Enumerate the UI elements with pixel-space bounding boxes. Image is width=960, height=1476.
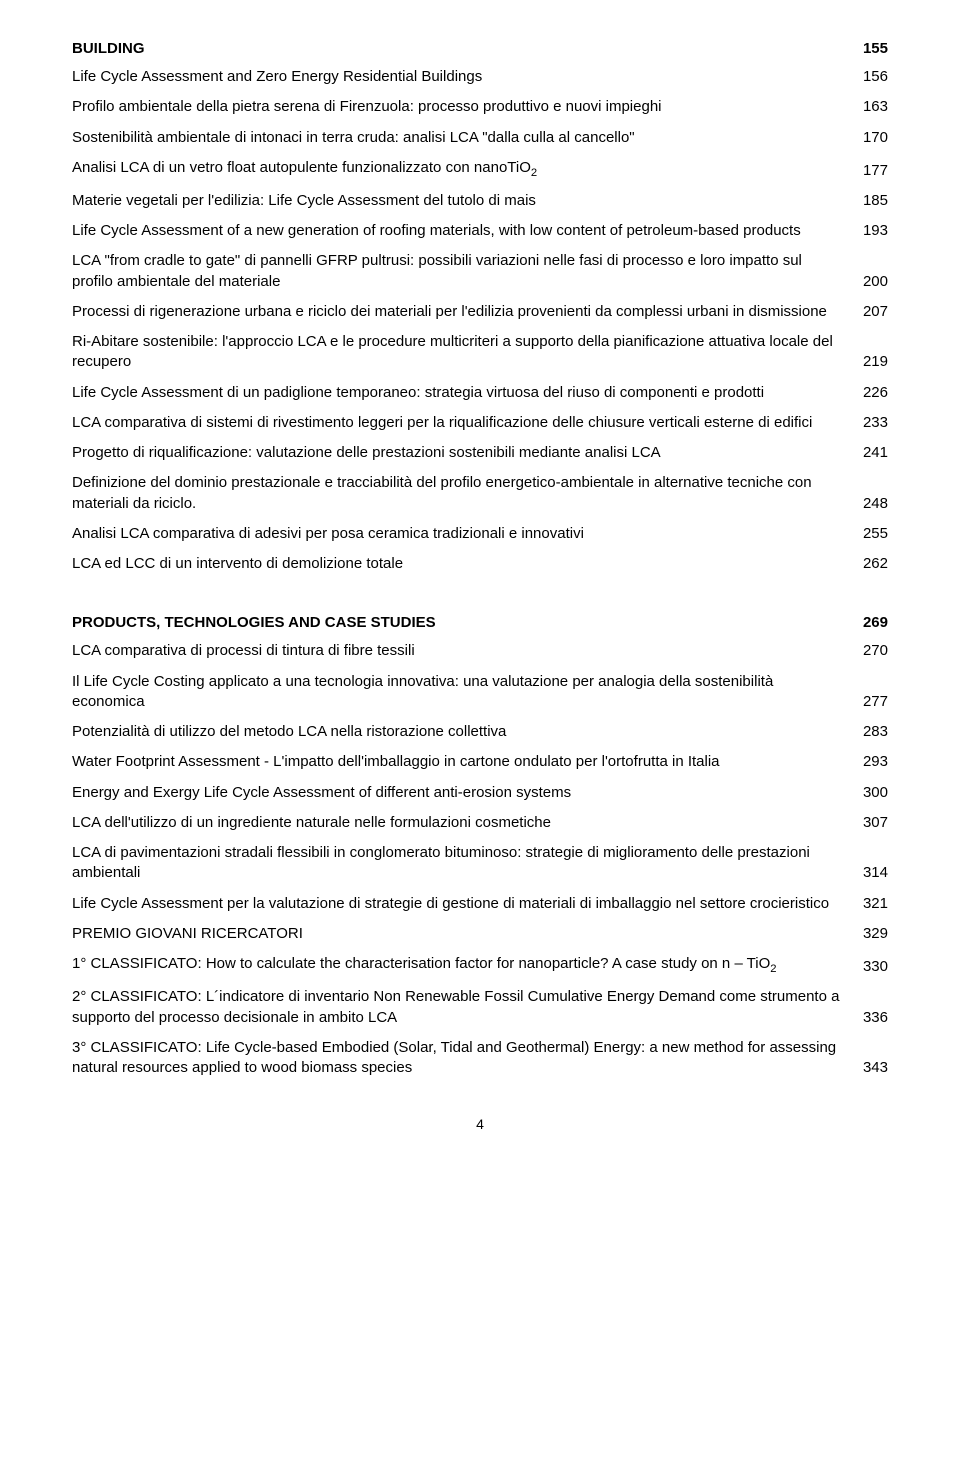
toc-entry-text: Life Cycle Assessment and Zero Energy Re… <box>72 67 863 87</box>
toc-entry-page: 307 <box>863 813 888 833</box>
toc-entry: LCA di pavimentazioni stradali flessibil… <box>72 843 888 884</box>
toc-entry-text: Analisi LCA comparativa di adesivi per p… <box>72 524 863 544</box>
toc-entry-text: Definizione del dominio prestazionale e … <box>72 473 863 514</box>
toc-entry: Energy and Exergy Life Cycle Assessment … <box>72 783 888 803</box>
toc-entry: Analisi LCA di un vetro float autopulent… <box>72 158 888 181</box>
toc-entry-page: 233 <box>863 413 888 433</box>
toc-entry: Water Footprint Assessment - L'impatto d… <box>72 752 888 772</box>
toc-entry: Ri-Abitare sostenibile: l'approccio LCA … <box>72 332 888 373</box>
toc-entry-page: 200 <box>863 272 888 292</box>
section-heading-label: BUILDING <box>72 40 145 57</box>
toc-entry: LCA "from cradle to gate" di pannelli GF… <box>72 251 888 292</box>
section-heading-page: 155 <box>863 40 888 57</box>
toc-entry-page: 283 <box>863 722 888 742</box>
toc-entry: LCA comparativa di sistemi di rivestimen… <box>72 413 888 433</box>
section-heading-page: 269 <box>863 614 888 631</box>
toc-entry-page: 314 <box>863 863 888 883</box>
toc-entry: Il Life Cycle Costing applicato a una te… <box>72 672 888 713</box>
section-heading-label: PRODUCTS, TECHNOLOGIES AND CASE STUDIES <box>72 614 436 631</box>
page-number: 4 <box>72 1116 888 1132</box>
toc-entry-page: 321 <box>863 894 888 914</box>
toc-entry: Profilo ambientale della pietra serena d… <box>72 97 888 117</box>
toc-entry-page: 248 <box>863 494 888 514</box>
toc-entry-text: Analisi LCA di un vetro float autopulent… <box>72 158 863 181</box>
toc-entry: Life Cycle Assessment di un padiglione t… <box>72 383 888 403</box>
toc-entry-text: 3° CLASSIFICATO: Life Cycle-based Embodi… <box>72 1038 863 1079</box>
toc-entry-page: 329 <box>863 924 888 944</box>
toc-entry: Potenzialità di utilizzo del metodo LCA … <box>72 722 888 742</box>
toc-entry: Definizione del dominio prestazionale e … <box>72 473 888 514</box>
toc-entry: Life Cycle Assessment of a new generatio… <box>72 221 888 241</box>
toc-entry-text: Potenzialità di utilizzo del metodo LCA … <box>72 722 863 742</box>
toc-entry-text: 1° CLASSIFICATO: How to calculate the ch… <box>72 954 863 977</box>
toc-entry-text: Ri-Abitare sostenibile: l'approccio LCA … <box>72 332 863 373</box>
toc-entry-page: 343 <box>863 1058 888 1078</box>
toc-entry-text: Profilo ambientale della pietra serena d… <box>72 97 863 117</box>
toc-entry-text: LCA "from cradle to gate" di pannelli GF… <box>72 251 863 292</box>
toc-entry-text: 2° CLASSIFICATO: L´indicatore di inventa… <box>72 987 863 1028</box>
toc-entry-page: 207 <box>863 302 888 322</box>
toc-entry-text: LCA comparativa di processi di tintura d… <box>72 641 863 661</box>
toc-entry-page: 185 <box>863 191 888 211</box>
toc-entry-page: 262 <box>863 554 888 574</box>
toc-entry-text: Life Cycle Assessment per la valutazione… <box>72 894 863 914</box>
toc-entry: Materie vegetali per l'edilizia: Life Cy… <box>72 191 888 211</box>
toc-entry: LCA ed LCC di un intervento di demolizio… <box>72 554 888 574</box>
toc-entry: 3° CLASSIFICATO: Life Cycle-based Embodi… <box>72 1038 888 1079</box>
toc-entry-page: 170 <box>863 128 888 148</box>
toc-entry-page: 336 <box>863 1008 888 1028</box>
toc-entry: Life Cycle Assessment and Zero Energy Re… <box>72 67 888 87</box>
toc-entry-page: 255 <box>863 524 888 544</box>
toc-container: BUILDING 155Life Cycle Assessment and Zer… <box>72 40 888 1078</box>
toc-entry: LCA comparativa di processi di tintura d… <box>72 641 888 661</box>
toc-entry: Progetto di riqualificazione: valutazion… <box>72 443 888 463</box>
toc-entry-page: 156 <box>863 67 888 87</box>
toc-entry: LCA dell'utilizzo di un ingrediente natu… <box>72 813 888 833</box>
toc-entry-page: 293 <box>863 752 888 772</box>
toc-entry-page: 226 <box>863 383 888 403</box>
toc-entry: Life Cycle Assessment per la valutazione… <box>72 894 888 914</box>
toc-entry-page: 241 <box>863 443 888 463</box>
toc-entry-text: Life Cycle Assessment di un padiglione t… <box>72 383 863 403</box>
toc-entry-page: 163 <box>863 97 888 117</box>
toc-entry-page: 177 <box>863 161 888 181</box>
toc-entry-text: LCA ed LCC di un intervento di demolizio… <box>72 554 863 574</box>
toc-entry-text: Materie vegetali per l'edilizia: Life Cy… <box>72 191 863 211</box>
toc-entry: Analisi LCA comparativa di adesivi per p… <box>72 524 888 544</box>
toc-entry-text: PREMIO GIOVANI RICERCATORI <box>72 924 863 944</box>
toc-entry-text: Water Footprint Assessment - L'impatto d… <box>72 752 863 772</box>
toc-entry-text: Life Cycle Assessment of a new generatio… <box>72 221 863 241</box>
toc-entry: 2° CLASSIFICATO: L´indicatore di inventa… <box>72 987 888 1028</box>
section-heading: BUILDING 155 <box>72 40 888 57</box>
section-heading: PRODUCTS, TECHNOLOGIES AND CASE STUDIES 2… <box>72 614 888 631</box>
toc-entry-page: 300 <box>863 783 888 803</box>
toc-entry: PREMIO GIOVANI RICERCATORI329 <box>72 924 888 944</box>
toc-page: BUILDING 155Life Cycle Assessment and Zer… <box>0 0 960 1172</box>
toc-entry-text: Energy and Exergy Life Cycle Assessment … <box>72 783 863 803</box>
toc-entry-text: LCA dell'utilizzo di un ingrediente natu… <box>72 813 863 833</box>
toc-entry-page: 330 <box>863 957 888 977</box>
toc-entry-page: 270 <box>863 641 888 661</box>
toc-entry: Sostenibilità ambientale di intonaci in … <box>72 128 888 148</box>
toc-entry: 1° CLASSIFICATO: How to calculate the ch… <box>72 954 888 977</box>
toc-entry-text: Il Life Cycle Costing applicato a una te… <box>72 672 863 713</box>
toc-entry: Processi di rigenerazione urbana e ricic… <box>72 302 888 322</box>
toc-entry-text: Processi di rigenerazione urbana e ricic… <box>72 302 863 322</box>
toc-entry-page: 193 <box>863 221 888 241</box>
toc-entry-text: LCA comparativa di sistemi di rivestimen… <box>72 413 863 433</box>
toc-entry-text: LCA di pavimentazioni stradali flessibil… <box>72 843 863 884</box>
toc-entry-text: Progetto di riqualificazione: valutazion… <box>72 443 863 463</box>
toc-entry-text: Sostenibilità ambientale di intonaci in … <box>72 128 863 148</box>
toc-entry-page: 219 <box>863 352 888 372</box>
toc-entry-page: 277 <box>863 692 888 712</box>
